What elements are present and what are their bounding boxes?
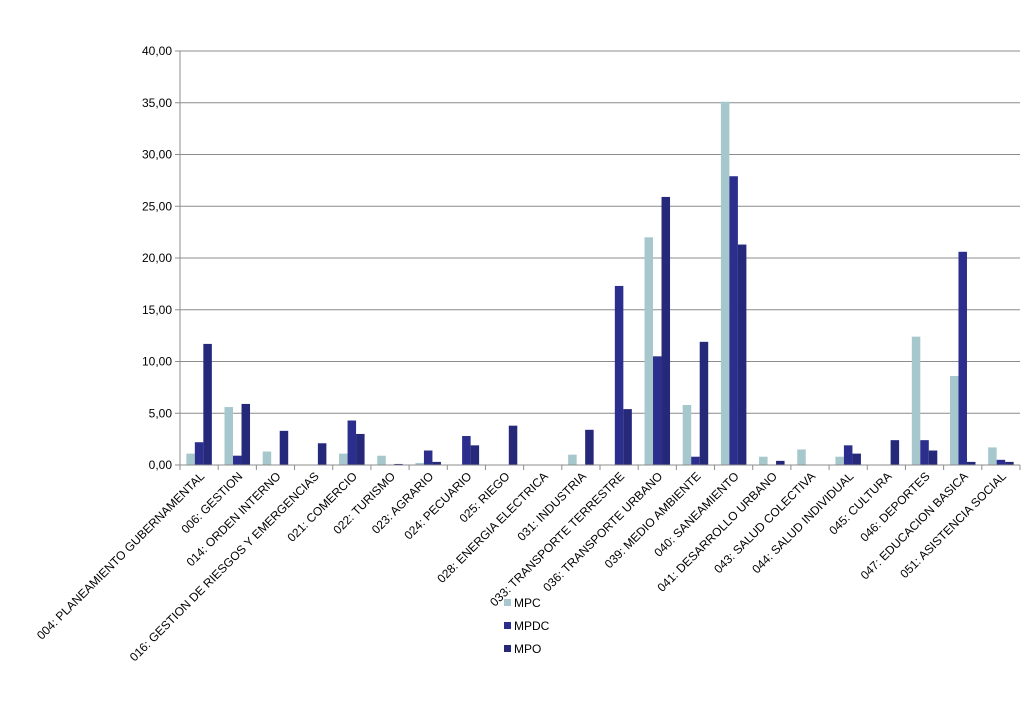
legend-label-mpdc: MPDC [514,619,550,633]
bar-mpo-16 [776,460,785,465]
bar-mpdc-18 [843,445,853,465]
bar-mpc-5 [339,453,348,465]
y-tick-label: 15,00 [142,303,172,317]
x-tick-label: 031: INDUSTRIA [515,469,590,544]
bar-mpo-3 [279,430,289,465]
bar-mpo-15 [737,244,747,465]
bar-mpdc-20 [920,440,929,465]
legend-swatch-mpo [504,645,511,652]
bar-mpc-15 [720,101,730,465]
bar-mpc-16 [759,456,768,465]
bar-mpc-22 [988,447,997,465]
bar-mpdc-2 [233,455,242,465]
x-tick-label: 024: PECUARIO [401,469,474,542]
bar-mpo-14 [699,341,709,465]
bar-mpo-22 [1005,461,1014,465]
bar-mpdc-22 [996,459,1006,465]
y-tick-label: 25,00 [142,199,172,213]
bar-mpo-5 [356,433,365,465]
bar-mpc-2 [224,407,234,465]
y-axis: 0,00 5,00 10,00 15,00 20,00 25,00 30,00 35,00 40… [142,44,181,472]
legend: MPC MPDC MPO [504,596,550,656]
y-tick-label: 35,00 [142,96,172,110]
bar-mpo-6 [394,463,403,465]
bar-mpc-7 [415,462,424,465]
bar-mpdc-8 [462,436,471,465]
bar-mpdc-15 [729,176,738,466]
x-tick-label: 021: COMERCIO [284,469,359,544]
bar-mpo-7 [432,461,441,465]
y-tick-label: 5,00 [149,406,173,420]
bar-mpo-13 [661,196,671,465]
bar-mpo-12 [623,409,632,465]
bar-mpo-18 [852,453,861,465]
bar-mpo-21 [966,461,976,465]
bar-mpdc-1 [194,442,204,465]
y-tick-label: 30,00 [142,148,172,162]
bar-mpo-9 [508,425,518,465]
legend-label-mpc: MPC [514,596,541,610]
y-tick-label: 20,00 [142,251,172,265]
bar-mpo-8 [470,445,480,465]
legend-label-mpo: MPO [514,642,541,656]
bar-mpo-1 [203,343,212,465]
bar-mpc-13 [644,237,654,465]
bar-mpdc-5 [347,420,357,465]
gridlines [180,50,1020,466]
bar-mpo-20 [928,450,938,465]
bar-mpc-14 [682,404,692,465]
bar-mpo-19 [890,440,900,465]
bar-mpc-11 [568,454,577,465]
legend-swatch-mpc [504,599,511,606]
bar-mpc-17 [797,449,806,465]
bars [186,101,1014,466]
bar-mpc-1 [186,453,195,465]
bar-mpc-20 [911,336,921,465]
bar-mpdc-14 [691,456,700,465]
bar-mpc-21 [949,375,959,465]
x-tick-label: 046: DEPORTES [857,469,932,544]
bar-mpo-11 [585,429,594,465]
y-tick-label: 10,00 [142,355,172,369]
bar-mpc-18 [835,456,844,465]
legend-swatch-mpdc [504,622,511,629]
y-tick-label: 40,00 [142,44,172,58]
bar-mpdc-7 [423,450,433,465]
bar-mpdc-13 [653,356,662,465]
y-tick-label: 0,00 [149,458,173,472]
bar-mpc-6 [377,455,386,465]
bar-mpo-4 [317,443,327,465]
bar-mpc-3 [262,451,272,465]
bar-mpdc-21 [958,251,967,465]
bar-mpo-2 [241,403,251,465]
bar-mpdc-12 [614,285,624,465]
